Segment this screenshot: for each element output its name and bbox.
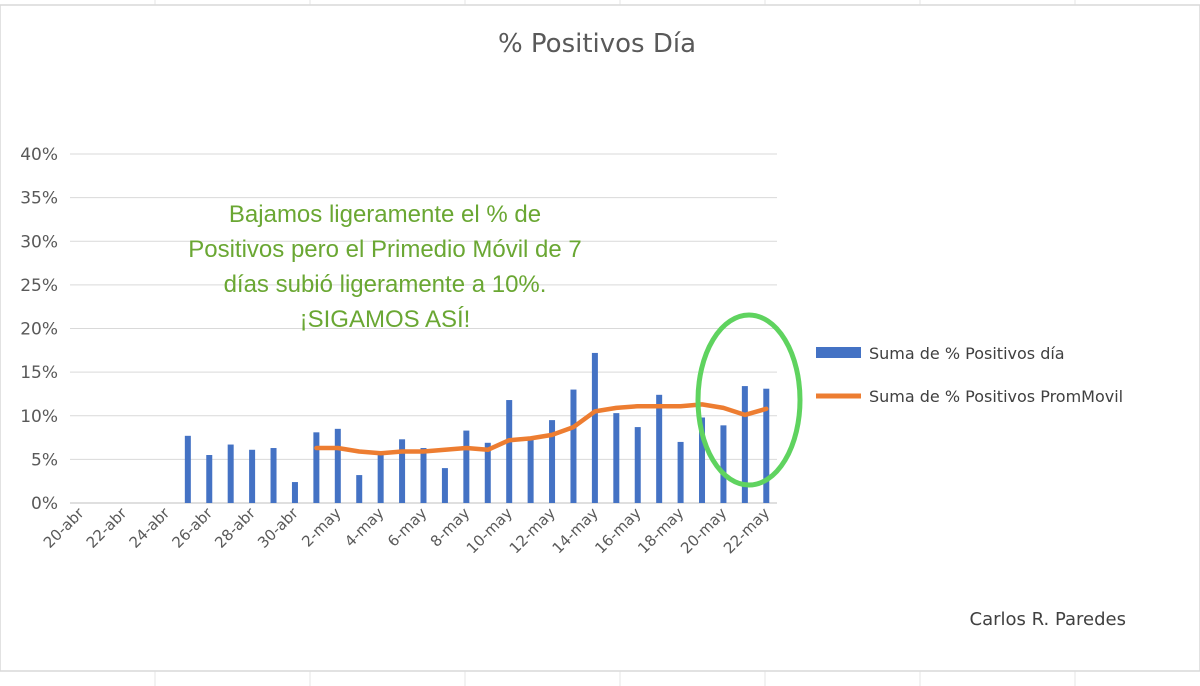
annotation-line: Positivos pero el Primedio Móvil de 7 [188,236,582,263]
bar [463,430,470,503]
chart-title: % Positivos Día [498,29,696,59]
annotation-line: días subió ligeramente a 10%. [224,271,547,298]
y-tick-label: 5% [31,450,58,470]
bar [399,439,406,503]
bar [656,394,663,503]
y-tick-label: 10% [20,407,58,427]
bar [741,386,748,503]
bar [699,417,706,503]
bar [420,448,427,503]
legend: Suma de % Positivos día Suma de % Positi… [816,344,1123,406]
legend-label-bars: Suma de % Positivos día [869,344,1065,363]
bar [334,428,341,503]
bar [613,413,620,503]
bar [506,400,513,503]
bar [441,468,448,503]
bar-series [184,352,770,503]
y-axis-ticks: 0% 5% 10% 15% 20% 25% 30% 35% 40% [20,145,58,514]
chart-frame [0,4,1200,672]
line-path [314,402,769,456]
bar [227,444,234,503]
bar [527,439,534,503]
author-credit: Carlos R. Paredes [970,609,1126,630]
bar [570,389,577,503]
bar [313,432,320,503]
bar [720,425,727,503]
annotation-line: ¡SIGAMOS ASÍ! [300,306,471,333]
bar [763,388,770,503]
bar [356,475,363,503]
legend-label-line: Suma de % Positivos PromMovil [869,387,1123,406]
bar [377,452,384,503]
bar [677,441,684,503]
bar [270,448,277,503]
bar [634,427,641,503]
bar [484,442,491,503]
y-tick-label: 35% [20,189,58,209]
y-tick-label: 20% [20,320,58,340]
annotation-text: Bajamos ligeramente el % de Positivos per… [188,201,582,333]
bar [549,420,556,503]
y-tick-label: 30% [20,232,58,252]
annotation-line: Bajamos ligeramente el % de [229,201,541,228]
bar [591,352,598,503]
y-tick-label: 15% [20,363,58,383]
legend-swatch-bars [816,347,861,358]
line-series [314,402,769,456]
bar [249,449,256,503]
y-tick-label: 25% [20,276,58,296]
y-tick-label: 40% [20,145,58,165]
highlight-ellipse [695,312,803,488]
y-tick-label: 0% [31,494,58,514]
bar [206,455,213,503]
bar [291,482,298,503]
bar [184,435,191,503]
